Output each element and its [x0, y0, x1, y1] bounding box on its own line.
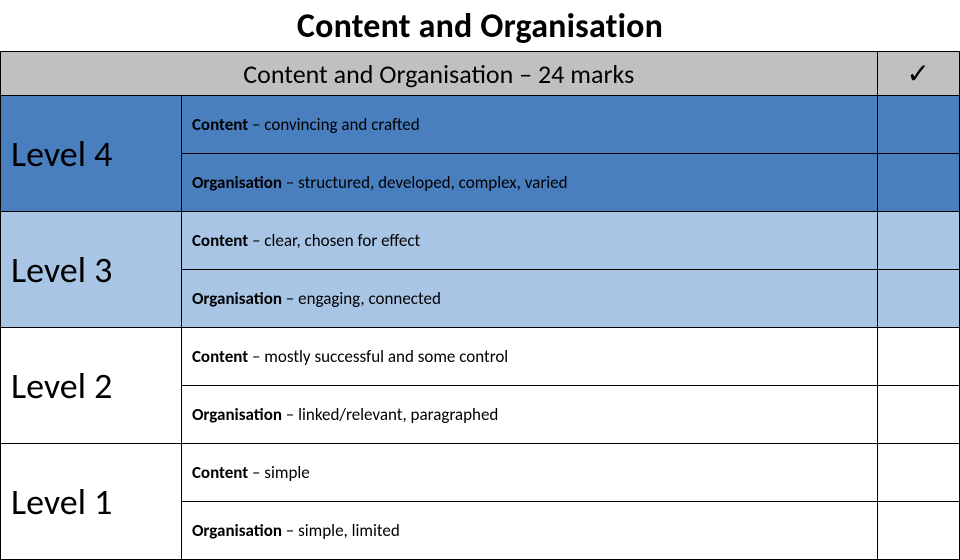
organisation-text: – linked/relevant, paragraphed — [282, 404, 498, 425]
rubric-table: Content and Organisation – 24 marks ✓ Le… — [0, 51, 960, 560]
header-main: Content and Organisation – 24 marks — [1, 52, 878, 96]
organisation-descriptor: Organisation – structured, developed, co… — [181, 154, 877, 212]
organisation-label: Organisation — [192, 172, 282, 193]
content-text: – convincing and crafted — [248, 114, 420, 135]
organisation-text: – engaging, connected — [282, 288, 441, 309]
tick-cell — [877, 212, 959, 270]
content-text: – clear, chosen for effect — [248, 230, 420, 251]
organisation-text: – structured, developed, complex, varied — [282, 172, 568, 193]
organisation-label: Organisation — [192, 520, 282, 541]
content-descriptor: Content – simple — [181, 444, 877, 502]
tick-cell — [877, 444, 959, 502]
content-text: – mostly successful and some control — [248, 346, 508, 367]
content-descriptor: Content – clear, chosen for effect — [181, 212, 877, 270]
tick-cell — [877, 270, 959, 328]
level-label: Level 2 — [1, 328, 182, 444]
organisation-descriptor: Organisation – engaging, connected — [181, 270, 877, 328]
tick-cell — [877, 96, 959, 154]
header-tick-icon: ✓ — [877, 52, 959, 96]
tick-cell — [877, 328, 959, 386]
organisation-descriptor: Organisation – simple, limited — [181, 502, 877, 560]
content-text: – simple — [248, 462, 310, 483]
tick-cell — [877, 386, 959, 444]
table-row: Level 2 Content – mostly successful and … — [1, 328, 960, 386]
content-descriptor: Content – convincing and crafted — [181, 96, 877, 154]
organisation-label: Organisation — [192, 288, 282, 309]
content-label: Content — [192, 346, 248, 367]
table-row: Level 3 Content – clear, chosen for effe… — [1, 212, 960, 270]
table-row: Level 4 Content – convincing and crafted — [1, 96, 960, 154]
tick-cell — [877, 502, 959, 560]
content-descriptor: Content – mostly successful and some con… — [181, 328, 877, 386]
page-title: Content and Organisation — [0, 0, 960, 51]
level-label: Level 3 — [1, 212, 182, 328]
content-label: Content — [192, 114, 248, 135]
table-row: Level 1 Content – simple — [1, 444, 960, 502]
tick-cell — [877, 154, 959, 212]
organisation-text: – simple, limited — [282, 520, 400, 541]
table-header-row: Content and Organisation – 24 marks ✓ — [1, 52, 960, 96]
content-label: Content — [192, 230, 248, 251]
level-label: Level 4 — [1, 96, 182, 212]
level-label: Level 1 — [1, 444, 182, 560]
organisation-label: Organisation — [192, 404, 282, 425]
organisation-descriptor: Organisation – linked/relevant, paragrap… — [181, 386, 877, 444]
content-label: Content — [192, 462, 248, 483]
